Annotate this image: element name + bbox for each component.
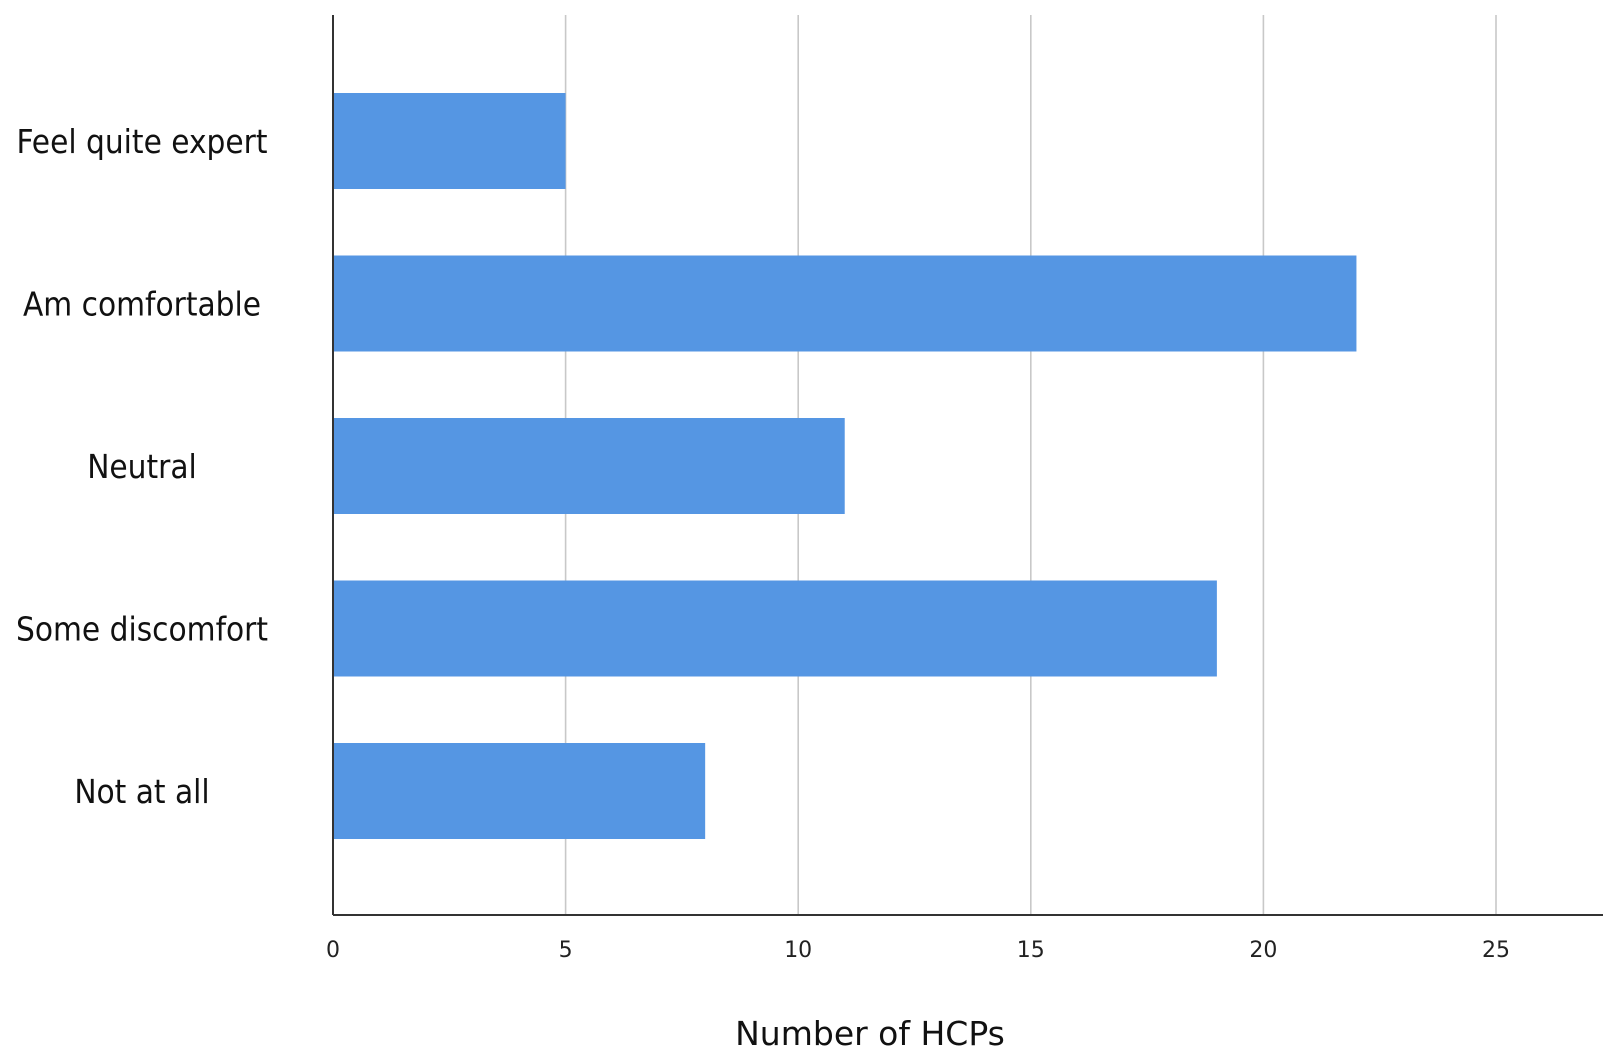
category-label: Am comfortable [23, 285, 261, 324]
axes [332, 15, 1603, 916]
x-tick-label: 10 [784, 938, 812, 963]
x-tick-label: 5 [559, 938, 573, 963]
category-labels: Feel quite expert Am comfortable Neutral So… [16, 122, 268, 811]
category-label: Some discomfort [16, 610, 268, 649]
x-tick-label: 25 [1482, 938, 1510, 963]
bar [333, 418, 845, 514]
x-tick-label: 20 [1249, 938, 1277, 963]
bars [333, 93, 1357, 839]
x-axis-title: Number of HCPs [735, 1014, 1005, 1053]
category-label: Feel quite expert [17, 122, 268, 161]
bar [333, 255, 1357, 352]
x-tick-label: 0 [326, 938, 340, 963]
category-label: Neutral [87, 447, 197, 486]
bar [333, 93, 566, 189]
x-tick-labels: 0 5 10 15 20 25 [326, 938, 1510, 963]
bar [333, 580, 1217, 677]
bar [333, 743, 706, 839]
category-label: Not at all [74, 772, 209, 811]
x-tick-label: 15 [1017, 938, 1045, 963]
